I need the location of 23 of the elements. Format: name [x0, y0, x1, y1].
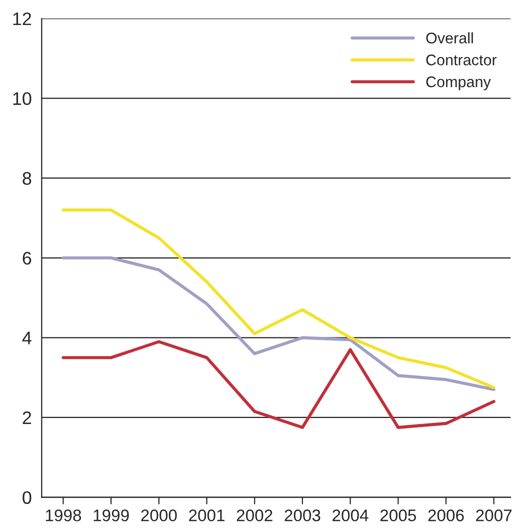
line-series	[62, 256, 496, 392]
x-tick-label: 1999	[94, 510, 129, 522]
y-tick-label: 0	[22, 491, 32, 504]
x-tick-label: 2006	[428, 510, 464, 522]
x-tick-label: 2007	[476, 510, 512, 522]
legend-label: Contractor	[426, 54, 497, 66]
y-tick-label: 10	[13, 92, 32, 106]
x-tick-label: 2002	[236, 510, 272, 522]
legend-label: Company	[426, 76, 491, 90]
y-tick-label: 4	[22, 332, 32, 344]
y-tick-label: 2	[22, 411, 32, 424]
x-tick-label: 2004	[332, 510, 368, 522]
y-tick-label: 6	[22, 252, 32, 265]
x-tick-label: 2003	[284, 510, 320, 522]
x-tick-label: 2001	[189, 510, 224, 522]
legend-label: Overall	[426, 32, 473, 44]
line-series	[62, 208, 496, 390]
line-series	[62, 340, 496, 429]
x-tick-label: 1998	[46, 510, 82, 522]
x-tick-label: 2000	[141, 510, 177, 522]
y-tick-label: 8	[22, 172, 32, 185]
y-tick-label: 12	[13, 12, 32, 26]
x-tick-label: 2005	[380, 510, 416, 522]
